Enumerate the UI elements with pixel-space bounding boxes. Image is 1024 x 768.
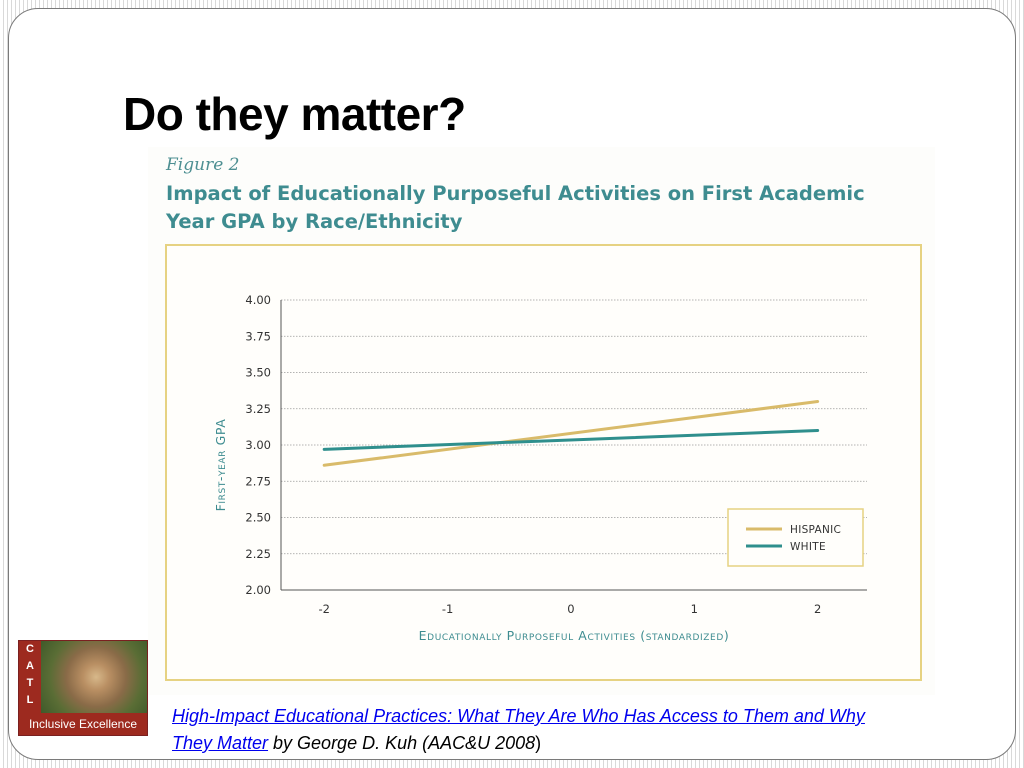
x-tick-label: 1: [691, 602, 698, 616]
figure-title: Impact of Educationally Purposeful Activ…: [166, 182, 865, 233]
series-line-white: [322, 429, 820, 451]
legend-label: HISPANIC: [790, 524, 841, 536]
y-axis-title: First-year GPA: [213, 419, 228, 512]
y-tick-label: 2.50: [245, 511, 271, 525]
y-tick-label: 3.75: [245, 329, 271, 343]
chart-frame: 4.00 3.75 3.50 3.25 3.00 2.75 2.50 2.25 2.00 -2 -1…: [165, 244, 922, 681]
logo-letter-column: C A T L: [19, 641, 41, 713]
x-axis-title: Educationally Purposeful Activities (sta…: [419, 628, 730, 643]
y-tick-label: 2.25: [245, 547, 271, 561]
logo-letter: C: [26, 643, 34, 655]
citation: High-Impact Educational Practices: What …: [172, 703, 892, 757]
x-tick-label: -1: [442, 602, 453, 616]
figure-label: Figure 2: [166, 155, 240, 175]
logo-letter: T: [26, 677, 34, 689]
y-tick-label: 2.75: [245, 474, 271, 488]
series-line-hispanic: [322, 400, 820, 467]
logo-hands-image: [41, 641, 147, 713]
citation-link[interactable]: High-Impact Educational Practices: What …: [172, 706, 865, 753]
legend-label: WHITE: [790, 541, 826, 553]
line-chart: 4.00 3.75 3.50 3.25 3.00 2.75 2.50 2.25 2.00 -2 -1…: [213, 293, 867, 643]
citation-author: by George D. Kuh (AAC&U 2008: [268, 733, 536, 753]
slide-title: Do they matter?: [123, 88, 466, 140]
y-tick-label: 4.00: [245, 293, 271, 307]
logo-letter: A: [26, 660, 34, 672]
catl-logo: C A T L Inclusive Excellence: [18, 640, 148, 736]
y-tick-label: 2.00: [245, 583, 271, 597]
x-tick-label: -2: [318, 602, 329, 616]
figure-panel: Figure 2 Impact of Educationally Purpose…: [148, 147, 935, 695]
x-tick-label: 0: [567, 602, 574, 616]
y-tick-label: 3.00: [245, 438, 271, 452]
logo-letter: L: [26, 694, 34, 706]
logo-caption: Inclusive Excellence: [19, 713, 147, 735]
x-tick-label: 2: [814, 602, 821, 616]
y-tick-label: 3.50: [245, 366, 271, 380]
citation-close-paren: ): [535, 733, 542, 753]
y-tick-label: 3.25: [245, 402, 271, 416]
legend-box: [727, 508, 864, 567]
